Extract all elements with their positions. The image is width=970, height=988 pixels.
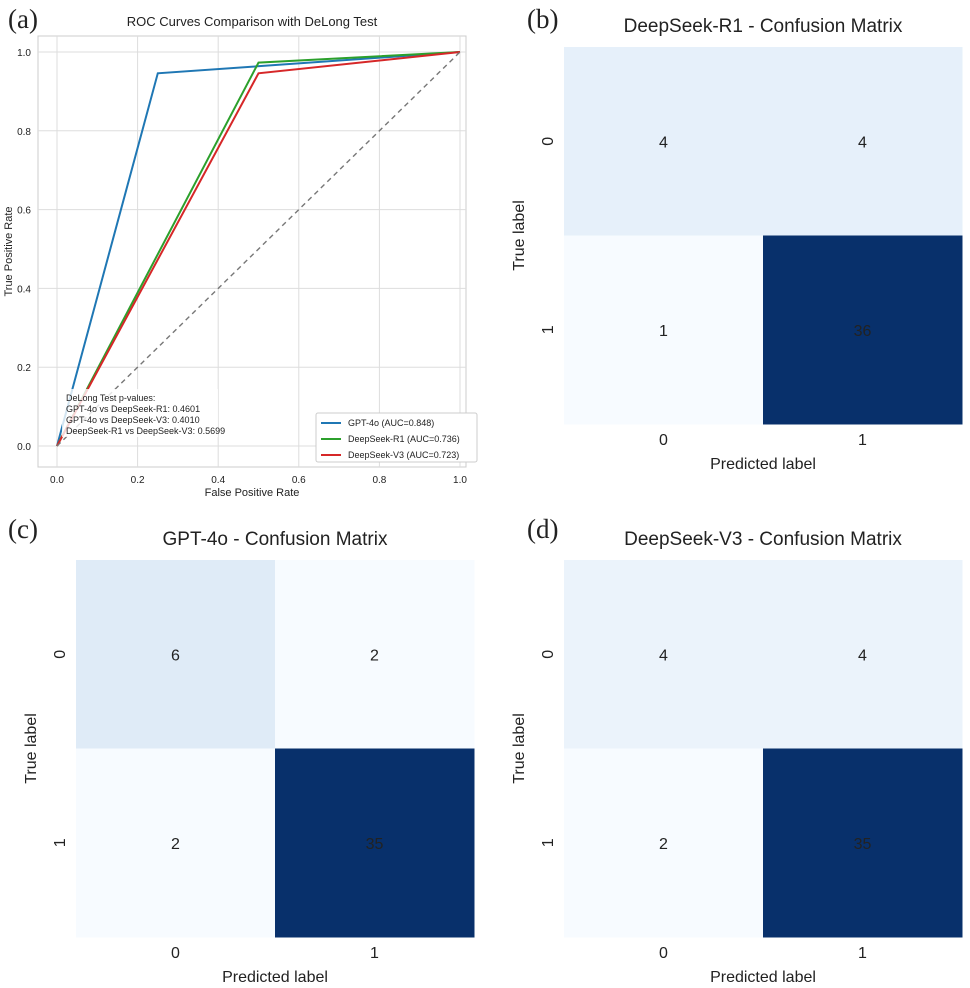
heatmap-cell-value: 6: [171, 647, 180, 664]
roc-y-tick-label: 0.2: [17, 363, 31, 374]
x-category-label: 0: [659, 945, 668, 962]
heatmap-cell: [564, 560, 764, 749]
y-axis-label: True label: [511, 713, 528, 784]
y-axis-label: True label: [23, 713, 40, 784]
heatmap-cell: [275, 748, 475, 938]
heatmap-cell-value: 35: [854, 836, 872, 853]
roc-x-tick-label: 0.6: [292, 475, 306, 486]
roc-x-axis-label: False Positive Rate: [205, 487, 300, 499]
delong-annotation-line: DeepSeek-R1 vs DeepSeek-V3: 0.5699: [66, 426, 225, 436]
roc-legend-box: [315, 412, 478, 463]
heatmap-cell-value: 4: [659, 134, 668, 151]
heatmap-cell: [76, 748, 276, 938]
heatmap-cell-value: 4: [659, 647, 668, 664]
heatmap-cell-value: 2: [171, 836, 180, 853]
heatmap-cell: [564, 748, 764, 938]
heatmap-cell-value: 4: [858, 647, 867, 664]
heatmap-cell: [76, 560, 276, 749]
roc-legend-label: GPT-4o (AUC=0.848): [348, 418, 434, 428]
roc-y-tick-label: 0.8: [17, 127, 31, 138]
roc-y-tick-label: 0.6: [17, 206, 31, 217]
heatmap-cell: [275, 560, 475, 749]
roc-x-tick-label: 0.0: [50, 475, 64, 486]
roc-x-tick-label: 0.8: [372, 475, 386, 486]
heatmap-cell-value: 1: [659, 323, 668, 340]
roc-y-tick-label: 0.0: [17, 442, 31, 453]
y-category-label: 1: [540, 325, 557, 334]
delong-annotation-line: GPT-4o vs DeepSeek-R1: 0.4601: [66, 404, 200, 414]
confusion-matrix-title: GPT-4o - Confusion Matrix: [163, 529, 388, 550]
y-category-label: 1: [540, 838, 557, 847]
heatmap-cell: [763, 560, 963, 749]
x-category-label: 0: [659, 432, 668, 449]
panel-label-b: (b): [527, 4, 559, 34]
roc-legend-label: DeepSeek-R1 (AUC=0.736): [348, 434, 460, 444]
roc-x-tick-label: 0.4: [211, 475, 225, 486]
roc-legend-label: DeepSeek-V3 (AUC=0.723): [348, 450, 459, 460]
x-axis-label: Predicted label: [710, 456, 816, 473]
delong-annotation-box: [62, 389, 218, 437]
heatmap-cell: [564, 235, 764, 425]
panel-label-d: (d): [527, 514, 559, 544]
roc-series-line-2: [56, 51, 461, 447]
roc-series-line-1: [56, 51, 461, 447]
confusion-matrix-title: DeepSeek-V3 - Confusion Matrix: [624, 529, 902, 550]
panel-label-c: (c): [8, 514, 38, 544]
heatmap-cell: [763, 47, 963, 236]
y-axis-label: True label: [511, 200, 528, 271]
x-category-label: 1: [858, 945, 867, 962]
heatmap-cell-value: 36: [854, 323, 872, 340]
x-axis-label: Predicted label: [222, 969, 328, 986]
heatmap-cell-value: 4: [858, 134, 867, 151]
roc-x-tick-label: 1.0: [453, 475, 467, 486]
panel-label-a: (a): [8, 4, 38, 34]
x-category-label: 1: [370, 945, 379, 962]
y-category-label: 0: [540, 137, 557, 146]
y-category-label: 0: [52, 650, 69, 659]
delong-annotation-line: GPT-4o vs DeepSeek-V3: 0.4010: [66, 415, 200, 425]
heatmap-cell-value: 2: [370, 647, 379, 664]
roc-chance-diagonal-line: [56, 51, 461, 447]
roc-title: ROC Curves Comparison with DeLong Test: [127, 14, 378, 29]
heatmap-cell-value: 35: [366, 836, 384, 853]
y-category-label: 1: [52, 838, 69, 847]
roc-x-tick-label: 0.2: [131, 475, 145, 486]
heatmap-cell: [564, 47, 764, 236]
heatmap-cell: [763, 748, 963, 938]
heatmap-cell: [763, 235, 963, 425]
roc-y-axis-label: True Positive Rate: [3, 206, 15, 296]
x-category-label: 1: [858, 432, 867, 449]
confusion-matrix-title: DeepSeek-R1 - Confusion Matrix: [624, 16, 903, 37]
roc-y-tick-label: 0.4: [17, 284, 31, 295]
delong-annotation-line: DeLong Test p-values:: [66, 393, 155, 403]
heatmap-cell-value: 2: [659, 836, 668, 853]
y-category-label: 0: [540, 650, 557, 659]
x-category-label: 0: [171, 945, 180, 962]
roc-series-line-0: [56, 51, 461, 447]
roc-y-tick-label: 1.0: [17, 48, 31, 59]
x-axis-label: Predicted label: [710, 969, 816, 986]
